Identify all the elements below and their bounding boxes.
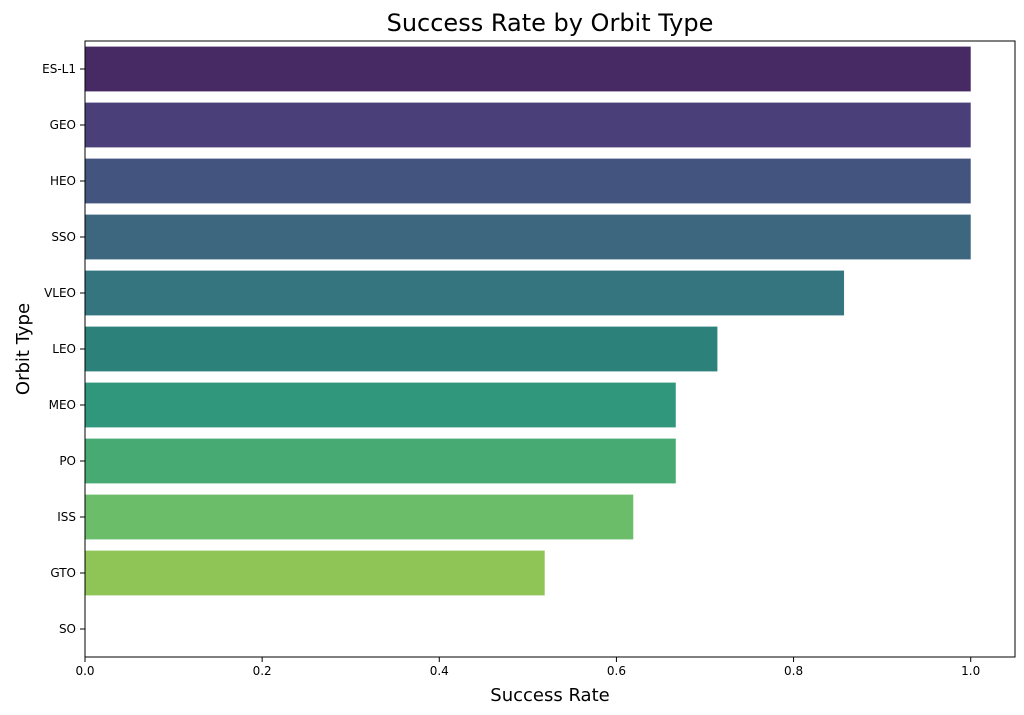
bar-gto xyxy=(85,550,545,596)
plot-frame xyxy=(84,40,1016,658)
bar-leo xyxy=(85,326,718,372)
bar-vleo xyxy=(85,270,845,316)
y-tick-label: HEO xyxy=(50,174,76,188)
x-axis-label: Success Rate xyxy=(490,685,609,706)
chart-title: Success Rate by Orbit Type xyxy=(387,9,714,37)
bar-po xyxy=(85,438,676,484)
bar-sso xyxy=(85,214,971,260)
bar-iss xyxy=(85,494,634,540)
y-axis-ticks: ES-L1 GEO HEO SSO VLEO LEO MEO PO ISS GTO SO xyxy=(42,62,85,636)
x-tick-label: 0.6 xyxy=(607,664,626,678)
bar-es-l1 xyxy=(85,46,971,92)
y-tick-label: MEO xyxy=(49,398,76,412)
bars-layer xyxy=(85,46,971,596)
bar-heo xyxy=(85,158,971,204)
bar-geo xyxy=(85,102,971,148)
x-tick-label: 0.0 xyxy=(75,664,94,678)
bar-meo xyxy=(85,382,676,428)
x-tick-label: 0.2 xyxy=(253,664,272,678)
y-tick-label: GEO xyxy=(50,118,76,132)
y-tick-label: PO xyxy=(59,454,76,468)
x-tick-label: 0.8 xyxy=(784,664,803,678)
x-tick-label: 0.4 xyxy=(430,664,449,678)
y-tick-label: ES-L1 xyxy=(42,62,76,76)
y-tick-label: SSO xyxy=(51,230,76,244)
x-tick-label: 1.0 xyxy=(961,664,980,678)
y-tick-label: ISS xyxy=(57,510,76,524)
y-axis-label: Orbit Type xyxy=(13,303,34,395)
y-tick-label: GTO xyxy=(50,566,76,580)
x-axis-ticks: 0.0 0.2 0.4 0.6 0.8 1.0 xyxy=(75,657,980,678)
y-tick-label: SO xyxy=(59,622,76,636)
y-tick-label: VLEO xyxy=(44,286,76,300)
y-tick-label: LEO xyxy=(52,342,76,356)
